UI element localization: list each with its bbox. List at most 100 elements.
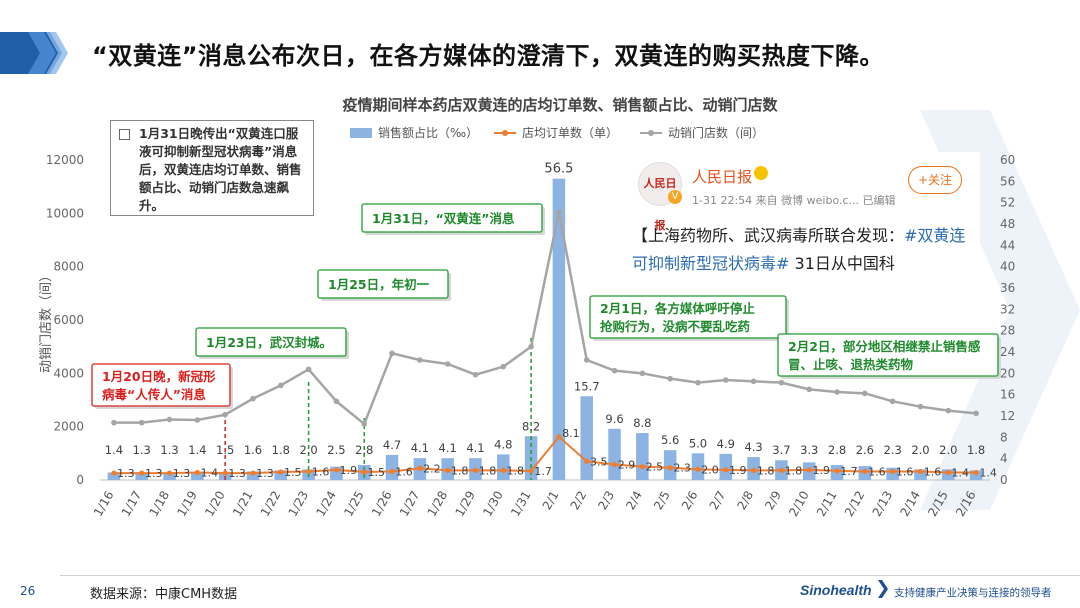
order-value-label: 2.9 — [618, 459, 636, 472]
bar — [636, 433, 649, 480]
stores-point — [222, 411, 228, 418]
x-tick-label: 1/22 — [258, 489, 284, 519]
order-value-label: 1.8 — [785, 464, 803, 477]
bar-value-label: 15.7 — [574, 379, 600, 393]
annotation-text: 2月2日，部分地区相继禁止销售感 — [788, 339, 981, 354]
orders-point — [556, 434, 562, 440]
bar-value-label: 2.5 — [327, 443, 345, 457]
emoji-icon — [754, 166, 768, 180]
order-value-label: 1.4 — [952, 467, 970, 480]
bar-value-label: 2.8 — [828, 443, 846, 457]
annotation-text: 病毒“人传人”消息 — [102, 387, 206, 402]
y-tick-label: 12000 — [46, 153, 84, 167]
follow-button[interactable]: +关注 — [908, 166, 962, 194]
order-value-label: 1.8 — [757, 464, 775, 477]
order-value-label: 2.5 — [646, 461, 664, 474]
orders-point — [472, 467, 479, 473]
bar — [663, 450, 677, 480]
y-tick-label: 8000 — [53, 260, 84, 274]
bar — [135, 473, 148, 480]
x-tick-label: 1/28 — [425, 489, 451, 519]
stores-point — [750, 378, 757, 385]
bar-value-label: 1.3 — [133, 443, 151, 457]
orders-point — [862, 468, 868, 475]
y2-tick-label: 40 — [1000, 260, 1015, 274]
stores-point — [528, 343, 534, 350]
checkbox-square-icon — [119, 129, 130, 140]
stores-point — [778, 379, 785, 386]
y-axis-label: 动销门店数（间） — [39, 269, 54, 373]
order-value-label: 1.8 — [507, 464, 525, 477]
bar-value-label: 8.8 — [633, 416, 651, 430]
orders-point — [611, 461, 618, 468]
stores-point — [973, 410, 979, 417]
orders-point — [973, 469, 979, 476]
stores-point — [194, 417, 201, 423]
bar-value-label: 2.0 — [911, 443, 929, 457]
stores-point — [166, 416, 173, 423]
x-tick-label: 1/31 — [508, 489, 534, 519]
bar — [691, 453, 705, 480]
orders-point — [806, 467, 812, 473]
orders-point — [278, 469, 284, 475]
legend-bar-label: 销售额占比（‰） — [378, 125, 478, 140]
orders-point — [834, 468, 840, 474]
legend-bar-swatch — [350, 128, 372, 138]
bar-value-label: 4.3 — [744, 440, 762, 454]
x-tick-label: 1/17 — [119, 489, 145, 519]
orders-point — [639, 464, 645, 470]
stores-line — [113, 211, 977, 427]
x-tick-label: 2/10 — [786, 489, 812, 519]
summary-note: 1月31日晚传出“双黄连口服液可抑制新型冠状病毒”消息后，双黄连店均订单数、销售… — [110, 120, 314, 216]
weibo-post-text-tail: 31日从中国科 — [789, 254, 895, 273]
stores-point — [806, 386, 813, 393]
annotation-box — [195, 327, 347, 357]
chart-title: 疫情期间样本药店双黄连的店均订单数、销售额占比、动销门店数 — [342, 96, 778, 114]
bar-value-label: 2.8 — [355, 443, 373, 457]
x-tick-label: 1/24 — [313, 489, 339, 519]
bar — [552, 178, 566, 480]
bar — [163, 473, 176, 480]
stores-point — [917, 403, 924, 410]
x-tick-label: 1/19 — [174, 489, 200, 519]
x-tick-label: 2/5 — [651, 489, 673, 513]
bar-value-label: 1.6 — [244, 443, 262, 457]
brand-logo-icon — [878, 580, 888, 598]
x-tick-label: 2/16 — [953, 489, 979, 519]
bar-value-label: 1.4 — [105, 443, 123, 457]
stores-point — [361, 421, 368, 427]
stores-point — [250, 395, 256, 402]
weibo-hashtag[interactable]: #双黄连可抑制新型冠状病毒# — [632, 226, 966, 273]
orders-point — [305, 468, 312, 475]
y2-tick-label: 0 — [1000, 473, 1008, 487]
weibo-post-meta: 1-31 22:54 来自 微博 weibo.c... 已编辑 — [692, 194, 896, 207]
x-tick-label: 2/9 — [762, 489, 784, 513]
y2-tick-label: 12 — [1000, 409, 1015, 423]
orders-point — [389, 468, 395, 475]
bar-value-label: 2.6 — [856, 443, 874, 457]
page-number: 26 — [20, 584, 36, 598]
annotation-box — [91, 363, 231, 407]
order-value-label: 1.3 — [117, 467, 135, 480]
bar-value-label: 3.3 — [800, 443, 818, 457]
order-value-label: 1.3 — [228, 467, 246, 480]
bar-value-label: 4.8 — [494, 437, 512, 451]
stores-point — [639, 370, 646, 377]
header-arrow-icon — [0, 32, 68, 74]
bar-value-label: 3.7 — [772, 443, 790, 457]
x-tick-label: 2/14 — [897, 489, 923, 519]
order-value-label: 1.8 — [451, 464, 469, 477]
orders-point — [194, 469, 200, 476]
order-value-label: 3.5 — [590, 455, 608, 468]
stores-point — [111, 419, 117, 426]
stores-point — [277, 382, 284, 389]
footer-divider — [60, 575, 1080, 576]
event-marker-lines — [224, 338, 532, 480]
stores-point — [611, 367, 618, 374]
bar-value-label: 4.9 — [717, 437, 735, 451]
stores-point — [583, 357, 590, 363]
stores-point — [138, 419, 145, 426]
orders-point — [139, 470, 145, 476]
order-value-label: 1.5 — [284, 466, 302, 479]
annotation-text: 1月25日，年初一 — [328, 277, 430, 292]
